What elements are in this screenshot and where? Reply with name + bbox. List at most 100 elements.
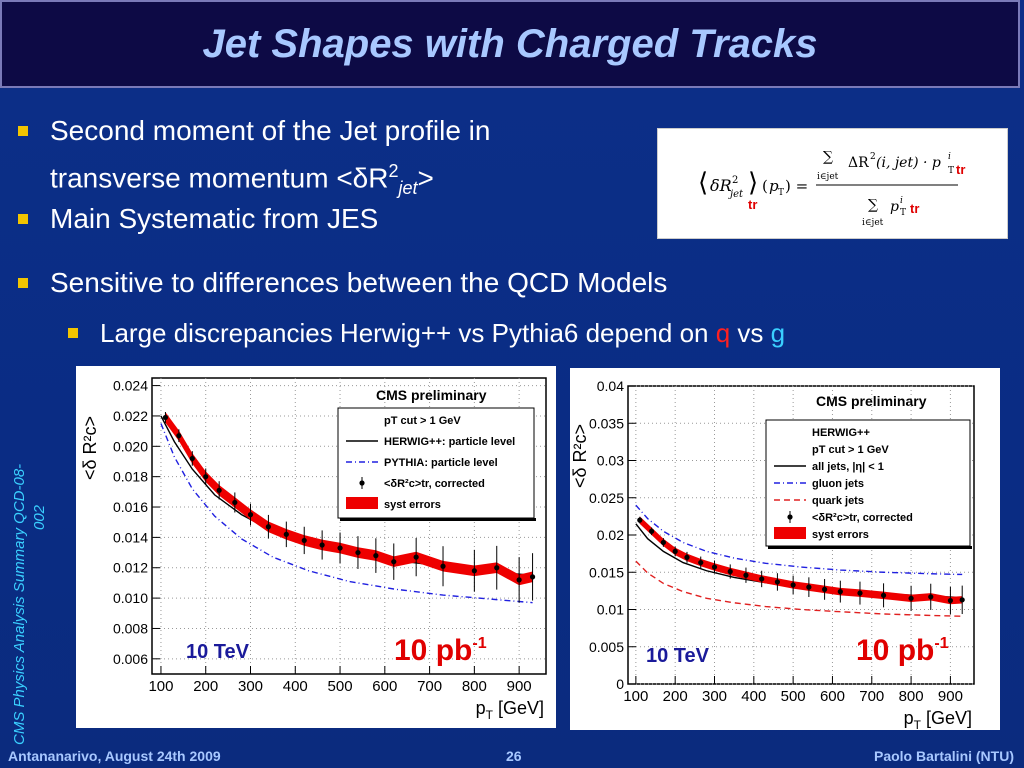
svg-text:i∈jet: i∈jet bbox=[817, 172, 839, 182]
lumi-exponent: -1 bbox=[472, 635, 486, 652]
x-axis-label-p: p bbox=[476, 698, 486, 718]
bullet-item: Sensitive to differences between the QCD… bbox=[14, 264, 870, 302]
data-point bbox=[698, 559, 704, 566]
left-plot: 100 200 300 400 500 600 700 800 900 0.006 0.008 0.0… bbox=[76, 366, 556, 728]
bullet-text: vs bbox=[730, 318, 771, 348]
data-point bbox=[440, 563, 446, 569]
bullet-text: Main Systematic from JES bbox=[50, 203, 379, 234]
y-tick-label: 0.012 bbox=[113, 560, 148, 576]
chart-title: CMS preliminary bbox=[816, 393, 927, 409]
legend-swatch bbox=[774, 527, 806, 539]
data-point bbox=[660, 539, 666, 546]
bullet-item-continuation: transverse momentum <δR2jet> bbox=[14, 152, 434, 207]
legend-label: syst errors bbox=[384, 499, 441, 511]
data-point bbox=[928, 594, 934, 600]
y-tick-label: 0.010 bbox=[113, 590, 148, 606]
data-point bbox=[821, 586, 828, 592]
right-plot-svg: 100 200 300 400 500 600 700 800 900 0 0.005 0.01 0.0… bbox=[570, 378, 975, 730]
svg-text:⟨: ⟨ bbox=[698, 168, 708, 198]
data-point bbox=[391, 559, 397, 565]
legend-label: pT cut > 1 GeV bbox=[812, 444, 889, 456]
data-point bbox=[355, 549, 361, 556]
data-point bbox=[648, 528, 655, 534]
bullet-item: Main Systematic from JES bbox=[14, 200, 378, 238]
y-tick-label: 0.024 bbox=[113, 378, 148, 394]
y-tick-label: 0.02 bbox=[597, 527, 624, 543]
data-point bbox=[337, 545, 343, 551]
x-tick-label: 500 bbox=[328, 678, 353, 695]
formula-box: ⟨ δR 2 jet ⟩ ( p T ) = ∑ i∈jet ΔR 2 (i, … bbox=[657, 128, 1008, 239]
y-tick-label: 0.018 bbox=[113, 469, 148, 485]
y-tick-label: 0.03 bbox=[597, 453, 624, 469]
legend-label: PYTHIA: particle level bbox=[384, 457, 498, 469]
data-point bbox=[908, 595, 914, 601]
quark-highlight: q bbox=[715, 318, 731, 348]
x-tick-label: 200 bbox=[193, 678, 218, 695]
svg-text:T: T bbox=[900, 208, 906, 218]
bullet-text: Large discrepancies Herwig++ vs Pythia6 … bbox=[100, 318, 716, 348]
data-point bbox=[189, 455, 195, 462]
bullet-square-icon bbox=[18, 214, 28, 224]
data-point bbox=[247, 512, 254, 518]
lumi-annotation: 10 pb-1 bbox=[394, 634, 487, 667]
bullet-text: transverse momentum <δR bbox=[50, 162, 389, 194]
legend-label: <δR²c>tr, corrected bbox=[812, 512, 913, 524]
bullet-item: Second moment of the Jet profile in bbox=[14, 112, 490, 150]
data-point bbox=[880, 592, 887, 598]
legend-shadow bbox=[340, 518, 536, 521]
x-axis-label-unit: [GeV] bbox=[493, 698, 544, 718]
data-point bbox=[743, 572, 749, 578]
svg-text:(: ( bbox=[762, 177, 768, 195]
svg-text:i: i bbox=[900, 196, 903, 206]
y-tick-label: 0.04 bbox=[597, 378, 624, 394]
svg-text:∑: ∑ bbox=[823, 149, 833, 165]
x-tick-label: 700 bbox=[417, 678, 442, 695]
data-point bbox=[684, 554, 690, 560]
data-point bbox=[959, 597, 965, 603]
x-tick-label: 900 bbox=[507, 678, 532, 695]
x-tick-label: 800 bbox=[462, 678, 487, 695]
y-tick-label: 0 bbox=[616, 676, 624, 692]
svg-text:⟩: ⟩ bbox=[748, 168, 758, 198]
sub-bullet-item: Large discrepancies Herwig++ vs Pythia6 … bbox=[14, 314, 1020, 352]
left-plot-svg: 100 200 300 400 500 600 700 800 900 0.006 0.008 0.0… bbox=[80, 377, 547, 722]
svg-text:(i, jet) · p: (i, jet) · p bbox=[876, 155, 941, 171]
page-number: 26 bbox=[506, 748, 522, 764]
legend-swatch bbox=[346, 497, 378, 509]
x-tick-label: 300 bbox=[702, 688, 727, 705]
svg-text:) =: ) = bbox=[785, 177, 808, 195]
x-tick-label: 600 bbox=[820, 688, 845, 705]
data-point bbox=[319, 542, 325, 548]
x-tick-label: 900 bbox=[938, 688, 963, 705]
formula-tr-label: tr bbox=[748, 197, 757, 212]
data-point bbox=[471, 568, 477, 574]
x-axis-label-unit: [GeV] bbox=[921, 708, 972, 728]
data-point bbox=[711, 564, 718, 570]
y-tick-label: 0.006 bbox=[113, 651, 148, 667]
legend-label: syst errors bbox=[812, 529, 869, 541]
bullet-text: Sensitive to differences between the QCD… bbox=[50, 267, 668, 298]
series-line bbox=[635, 504, 963, 576]
legend-label: pT cut > 1 GeV bbox=[384, 415, 461, 427]
y-tick-label: 0.014 bbox=[113, 529, 148, 545]
data-point bbox=[216, 487, 222, 493]
x-tick-label: 400 bbox=[283, 678, 308, 695]
x-tick-label: 200 bbox=[663, 688, 688, 705]
svg-text:p: p bbox=[890, 199, 899, 215]
footer: Antananarivo, August 24th 2009 26 Paolo … bbox=[0, 744, 1024, 768]
legend-label: gluon jets bbox=[812, 478, 864, 490]
lumi-exponent: -1 bbox=[934, 635, 948, 652]
gluon-highlight: g bbox=[770, 318, 786, 348]
energy-annotation: 10 TeV bbox=[186, 641, 250, 663]
data-point bbox=[283, 531, 289, 537]
bullet-text: Second moment of the Jet profile in bbox=[50, 115, 491, 146]
x-tick-label: 100 bbox=[148, 678, 173, 695]
y-tick-label: 0.01 bbox=[597, 602, 624, 618]
bullet-sub: jet bbox=[398, 177, 418, 198]
data-point bbox=[373, 553, 379, 559]
data-point bbox=[774, 579, 781, 585]
x-tick-label: 300 bbox=[238, 678, 263, 695]
side-label-line1: CMS Physics Analysis Summary QCD-08- bbox=[11, 464, 28, 745]
y-tick-label: 0.020 bbox=[113, 438, 148, 454]
side-label: CMS Physics Analysis Summary QCD-08- 002 bbox=[4, 330, 54, 750]
